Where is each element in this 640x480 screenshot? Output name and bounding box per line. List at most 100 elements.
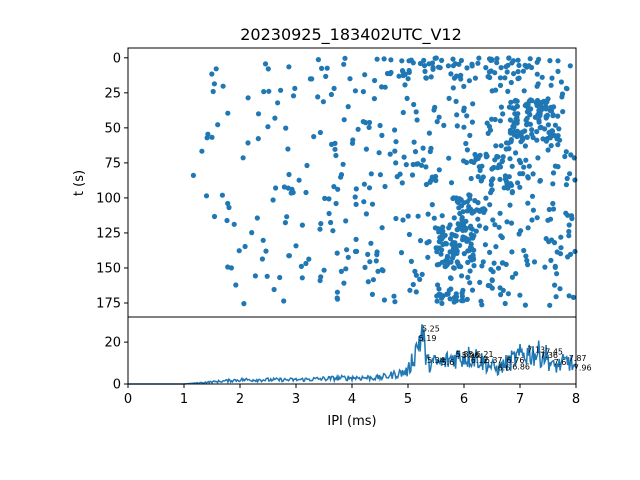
scatter-point	[245, 140, 251, 146]
scatter-point	[240, 155, 246, 161]
scatter-point	[439, 247, 445, 253]
scatter-point	[469, 257, 475, 263]
scatter-point	[507, 117, 513, 123]
scatter-point	[335, 186, 341, 192]
scatter-point	[475, 174, 481, 180]
scatter-point	[452, 61, 458, 67]
scatter-point	[449, 231, 455, 237]
scatter-point	[260, 237, 266, 243]
scatter-point	[377, 122, 383, 129]
scatter-point	[368, 240, 374, 246]
scatter-point	[468, 245, 474, 251]
scatter-point	[333, 200, 339, 207]
scatter-point	[510, 58, 516, 64]
scatter-point	[551, 104, 557, 110]
scatter-point	[458, 203, 465, 209]
scatter-point	[547, 302, 553, 308]
peak-label: 5.6	[442, 358, 455, 367]
scatter-point	[410, 161, 416, 168]
scatter-point	[552, 163, 559, 169]
scatter-point	[465, 259, 471, 265]
scatter-point	[334, 289, 340, 295]
x-tick-label: 7	[516, 392, 524, 407]
scatter-point	[459, 215, 465, 221]
scatter-point	[411, 139, 417, 145]
scatter-point	[545, 122, 552, 128]
scatter-point	[425, 211, 431, 217]
scatter-point	[566, 228, 572, 235]
scatter-point	[470, 252, 476, 258]
scatter-point	[429, 202, 435, 208]
scatter-point	[451, 265, 457, 271]
scatter-point	[265, 66, 271, 72]
scatter-point	[448, 180, 455, 186]
scatter-point	[476, 223, 483, 229]
scatter-point	[334, 250, 340, 256]
x-tick-label: 0	[124, 392, 132, 407]
chart-title: 20230925_183402UTC_V12	[240, 25, 462, 45]
scatter-point	[563, 85, 570, 91]
scatter-point	[407, 287, 413, 293]
scatter-point	[509, 249, 515, 255]
scatter-point	[374, 56, 380, 62]
scatter-point	[508, 137, 514, 143]
scatter-point	[255, 136, 261, 142]
scatter-point	[340, 161, 346, 167]
scatter-point	[558, 79, 565, 85]
x-tick-label: 3	[292, 392, 300, 407]
scatter-point	[536, 117, 542, 123]
peak-label: 5.96	[462, 351, 480, 360]
scatter-point	[453, 242, 459, 249]
scatter-point	[486, 123, 493, 130]
peak-label: 7.13	[527, 346, 545, 355]
scatter-point	[481, 206, 487, 212]
scatter-point	[341, 117, 347, 123]
scatter-point	[498, 292, 504, 298]
scatter-point	[520, 137, 526, 143]
scatter-point	[566, 293, 572, 299]
scatter-point	[483, 195, 489, 201]
scatter-point	[556, 126, 562, 132]
scatter-point	[555, 58, 561, 64]
scatter-point	[379, 132, 385, 138]
scatter-point	[433, 55, 439, 61]
scatter-point	[421, 57, 427, 64]
scatter-point	[450, 85, 456, 91]
scatter-point	[408, 57, 414, 63]
scatter-point	[534, 129, 540, 135]
scatter-point	[459, 273, 465, 279]
scatter-point	[499, 158, 505, 165]
scatter-point	[439, 57, 445, 64]
scatter-point	[436, 261, 442, 267]
scatter-point	[469, 287, 476, 293]
scatter-point	[529, 127, 535, 133]
scatter-point	[555, 142, 561, 148]
scatter-point	[550, 200, 556, 207]
scatter-point	[448, 286, 454, 292]
scatter-point	[213, 66, 219, 72]
scatter-point	[426, 130, 432, 136]
scatter-point	[427, 179, 433, 185]
scatter-point	[371, 96, 377, 102]
scatter-point	[495, 265, 502, 271]
scatter-point	[296, 177, 302, 183]
scatter-point	[433, 177, 439, 184]
scatter-point	[483, 65, 489, 71]
scatter-point	[548, 82, 554, 88]
scatter-point	[515, 180, 521, 186]
scatter-point	[521, 247, 527, 254]
scatter-point	[525, 225, 531, 231]
scatter-point	[454, 250, 460, 256]
scatter-point	[524, 134, 530, 140]
scatter-point	[552, 282, 558, 288]
scatter-point	[428, 74, 434, 80]
scatter-point	[263, 248, 269, 254]
scatter-point	[544, 114, 550, 120]
scatter-point	[413, 109, 419, 115]
scatter-point	[360, 89, 366, 95]
scatter-point	[464, 113, 470, 119]
scatter-point	[448, 259, 454, 265]
scatter-point	[303, 260, 309, 267]
scatter-point	[538, 107, 545, 113]
scatter-point	[479, 263, 485, 269]
